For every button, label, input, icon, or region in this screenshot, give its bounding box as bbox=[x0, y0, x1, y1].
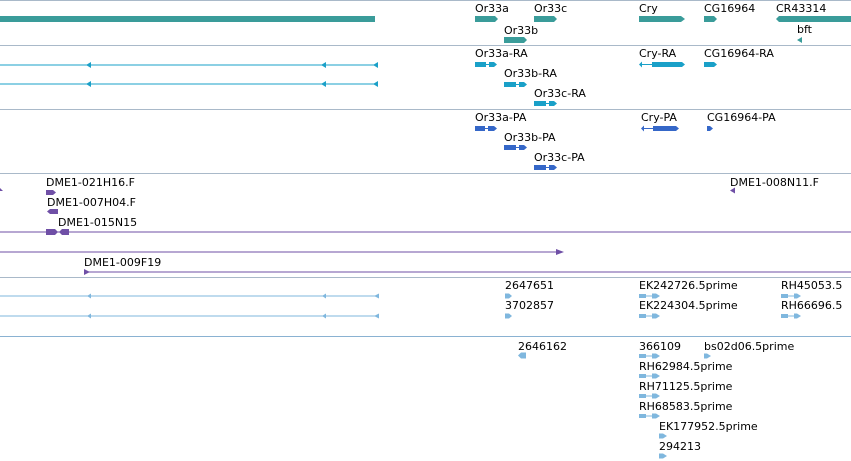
est-label-rh45053-5: RH45053.5 bbox=[781, 279, 842, 292]
gene-label-cg16964: CG16964 bbox=[704, 2, 755, 15]
clone-dme1-021h16-f[interactable]: DME1-021H16.F bbox=[46, 176, 135, 195]
track-separators bbox=[0, 0, 851, 337]
est-label-rh66696-5: RH66696.5 bbox=[781, 299, 842, 312]
est-366109[interactable]: 366109 bbox=[639, 340, 681, 359]
protein-label-cg16964-pa: CG16964-PA bbox=[707, 111, 776, 124]
clone-edge-marker[interactable] bbox=[0, 188, 3, 191]
rna-long-transcript-1[interactable] bbox=[0, 62, 378, 68]
clone-dme1-009f19[interactable]: DME1-009F19 bbox=[84, 256, 851, 275]
protein-or33b-pa[interactable]: Or33b-PA bbox=[504, 131, 556, 150]
rna-label-or33a-ra: Or33a-RA bbox=[475, 47, 528, 60]
protein-label-or33c-pa: Or33c-PA bbox=[534, 151, 585, 164]
rna-long-transcript-2[interactable] bbox=[0, 81, 378, 87]
protein-label-cry-pa: Cry-PA bbox=[641, 111, 677, 124]
gene-track: Or33a Or33c Or33b Cry CG16964 CR43314 bbox=[0, 2, 851, 43]
clone-label-dme1-008n11-f: DME1-008N11.F bbox=[730, 176, 819, 189]
est-bs02d06-5prime[interactable]: bs02d06.5prime bbox=[704, 340, 794, 359]
rna-label-or33c-ra: Or33c-RA bbox=[534, 87, 586, 100]
est-label-ek242726-5prime: EK242726.5prime bbox=[639, 279, 738, 292]
est-ek224304-5prime[interactable]: EK224304.5prime bbox=[639, 299, 738, 319]
est-long-1[interactable] bbox=[0, 293, 379, 299]
est-2647651[interactable]: 2647651 bbox=[505, 279, 554, 299]
est-rh68583-5prime[interactable]: RH68583.5prime bbox=[639, 400, 733, 419]
gene-label-cr43314: CR43314 bbox=[776, 2, 826, 15]
rna-or33c-ra[interactable]: Or33c-RA bbox=[534, 87, 586, 106]
clone-label-dme1-009f19: DME1-009F19 bbox=[84, 256, 161, 269]
est-ek177952-5prime[interactable]: EK177952.5prime bbox=[659, 420, 758, 439]
est-rh45053-5[interactable]: RH45053.5 bbox=[781, 279, 842, 299]
gene-bft[interactable]: bft bbox=[797, 23, 813, 43]
est-label-rh68583-5prime: RH68583.5prime bbox=[639, 400, 733, 413]
est-label-rh71125-5prime: RH71125.5prime bbox=[639, 380, 733, 393]
rna-cry-ra[interactable]: Cry-RA bbox=[639, 47, 685, 68]
protein-label-or33a-pa: Or33a-PA bbox=[475, 111, 527, 124]
protein-label-or33b-pa: Or33b-PA bbox=[504, 131, 556, 144]
est-3702857[interactable]: 3702857 bbox=[505, 299, 554, 319]
gene-label-or33a: Or33a bbox=[475, 2, 509, 15]
est-label-ek224304-5prime: EK224304.5prime bbox=[639, 299, 738, 312]
clone-track: DME1-021H16.F DME1-007H04.F DME1-015N15 … bbox=[0, 176, 851, 275]
gene-feature-left[interactable] bbox=[0, 16, 375, 22]
est-ek242726-5prime[interactable]: EK242726.5prime bbox=[639, 279, 738, 299]
est-294213[interactable]: 294213 bbox=[659, 440, 701, 459]
clone-dme1-015n15[interactable]: DME1-015N15 bbox=[0, 216, 851, 235]
gene-cr43314[interactable]: CR43314 bbox=[776, 2, 851, 22]
est-rh62984-5prime[interactable]: RH62984.5prime bbox=[639, 360, 733, 379]
est-2646162[interactable]: 2646162 bbox=[518, 340, 567, 359]
est-track-a: 2647651 3702857 EK242726.5prime EK224304… bbox=[0, 279, 842, 319]
est-label-366109: 366109 bbox=[639, 340, 681, 353]
gene-or33c[interactable]: Or33c bbox=[534, 2, 567, 22]
clone-dme1-007h04-f[interactable]: DME1-007H04.F bbox=[47, 196, 136, 214]
est-label-3702857: 3702857 bbox=[505, 299, 554, 312]
protein-cry-pa[interactable]: Cry-PA bbox=[641, 111, 679, 132]
gene-label-or33b: Or33b bbox=[504, 24, 538, 37]
est-label-2646162: 2646162 bbox=[518, 340, 567, 353]
rna-label-cry-ra: Cry-RA bbox=[639, 47, 677, 60]
protein-track: Or33a-PA Or33b-PA Or33c-PA Cry-PA CG1696… bbox=[475, 111, 776, 170]
rna-cg16964-ra[interactable]: CG16964-RA bbox=[704, 47, 774, 67]
clone-dme1-long-right[interactable] bbox=[0, 249, 564, 255]
gene-cry[interactable]: Cry bbox=[639, 2, 685, 22]
est-rh66696-5[interactable]: RH66696.5 bbox=[781, 299, 842, 319]
rna-or33a-ra[interactable]: Or33a-RA bbox=[475, 47, 528, 67]
est-label-bs02d06-5prime: bs02d06.5prime bbox=[704, 340, 794, 353]
gene-or33a[interactable]: Or33a bbox=[475, 2, 509, 22]
gene-label-or33c: Or33c bbox=[534, 2, 567, 15]
clone-dme1-008n11-f[interactable]: DME1-008N11.F bbox=[730, 176, 819, 194]
gene-label-cry: Cry bbox=[639, 2, 658, 15]
rna-label-cg16964-ra: CG16964-RA bbox=[704, 47, 774, 60]
est-label-294213: 294213 bbox=[659, 440, 701, 453]
est-label-2647651: 2647651 bbox=[505, 279, 554, 292]
gene-or33b[interactable]: Or33b bbox=[504, 24, 538, 43]
protein-cg16964-pa[interactable]: CG16964-PA bbox=[707, 111, 776, 131]
gene-cg16964[interactable]: CG16964 bbox=[704, 2, 755, 22]
est-rh71125-5prime[interactable]: RH71125.5prime bbox=[639, 380, 733, 399]
clone-label-dme1-021h16-f: DME1-021H16.F bbox=[46, 176, 135, 189]
gene-label-bft: bft bbox=[797, 23, 813, 36]
rna-label-or33b-ra: Or33b-RA bbox=[504, 67, 557, 80]
clone-label-dme1-007h04-f: DME1-007H04.F bbox=[47, 196, 136, 209]
clone-label-dme1-015n15: DME1-015N15 bbox=[58, 216, 137, 229]
protein-or33c-pa[interactable]: Or33c-PA bbox=[534, 151, 585, 170]
est-label-ek177952-5prime: EK177952.5prime bbox=[659, 420, 758, 433]
protein-or33a-pa[interactable]: Or33a-PA bbox=[475, 111, 527, 131]
est-long-2[interactable] bbox=[0, 313, 379, 319]
rna-or33b-ra[interactable]: Or33b-RA bbox=[504, 67, 557, 87]
rna-track: Or33a-RA Or33b-RA Or33c-RA Cry-RA CG1696… bbox=[0, 47, 774, 106]
est-label-rh62984-5prime: RH62984.5prime bbox=[639, 360, 733, 373]
est-track-b: 2646162 366109 bs02d06.5prime RH62984.5p… bbox=[518, 340, 794, 459]
